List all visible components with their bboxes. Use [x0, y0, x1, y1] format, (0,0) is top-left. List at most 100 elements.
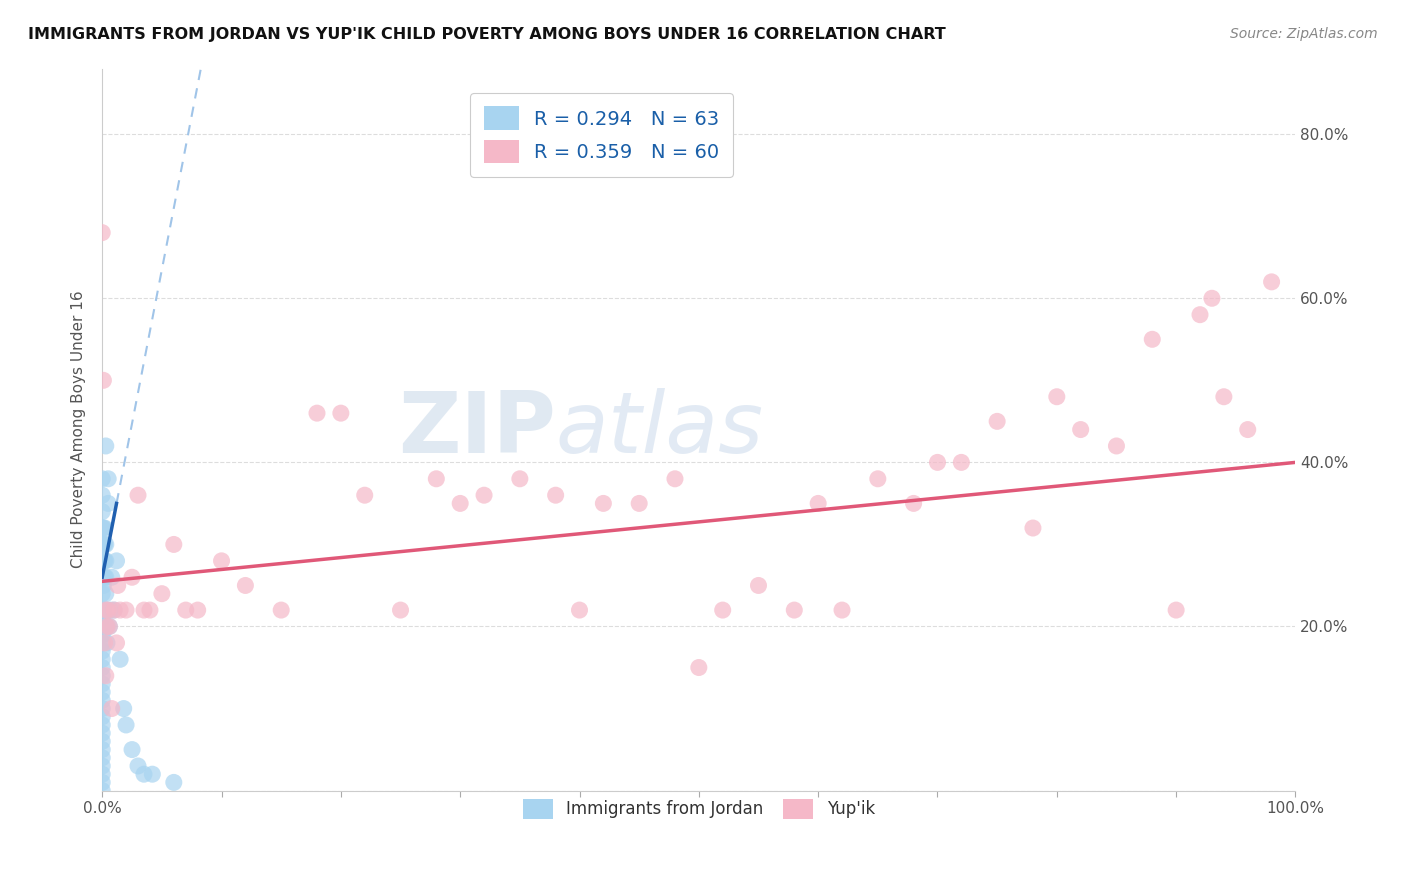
Point [108, 603, 131, 617]
Point [93, 554, 115, 568]
Point [132, 767, 155, 781]
Point [91, 685, 114, 699]
Point [91, 783, 114, 797]
Point [163, 537, 186, 551]
Point [305, 406, 328, 420]
Point [103, 603, 125, 617]
Point [1142, 332, 1164, 346]
Point [1022, 521, 1045, 535]
Point [96, 636, 118, 650]
Point [97, 496, 120, 510]
Point [1212, 390, 1234, 404]
Point [94, 603, 117, 617]
Point [96, 619, 118, 633]
Point [1260, 275, 1282, 289]
Point [211, 554, 233, 568]
Point [132, 603, 155, 617]
Point [91, 587, 114, 601]
Point [91, 759, 114, 773]
Legend: Immigrants from Jordan, Yup'ik: Immigrants from Jordan, Yup'ik [516, 792, 882, 826]
Text: Source: ZipAtlas.com: Source: ZipAtlas.com [1230, 27, 1378, 41]
Point [91, 505, 114, 519]
Point [115, 603, 138, 617]
Point [112, 701, 135, 715]
Point [1201, 291, 1223, 305]
Point [103, 603, 125, 617]
Point [866, 472, 889, 486]
Point [93, 521, 115, 535]
Point [93, 603, 115, 617]
Point [91, 628, 114, 642]
Point [91, 603, 114, 617]
Text: ZIP: ZIP [398, 388, 555, 471]
Point [1166, 603, 1188, 617]
Point [127, 759, 149, 773]
Point [97, 472, 120, 486]
Point [91, 775, 114, 789]
Point [174, 603, 197, 617]
Point [688, 660, 710, 674]
Point [425, 472, 447, 486]
Point [94, 669, 117, 683]
Point [94, 554, 117, 568]
Point [91, 734, 114, 748]
Point [1188, 308, 1211, 322]
Point [91, 488, 114, 502]
Text: atlas: atlas [555, 388, 763, 471]
Point [91, 226, 114, 240]
Point [783, 603, 806, 617]
Point [91, 751, 114, 765]
Point [98, 619, 121, 633]
Point [986, 414, 1008, 428]
Point [568, 603, 591, 617]
Point [1070, 423, 1092, 437]
Point [509, 472, 531, 486]
Point [270, 603, 292, 617]
Point [108, 652, 131, 666]
Point [127, 488, 149, 502]
Point [94, 537, 117, 551]
Point [831, 603, 853, 617]
Y-axis label: Child Poverty Among Boys Under 16: Child Poverty Among Boys Under 16 [72, 291, 86, 568]
Point [91, 710, 114, 724]
Point [544, 488, 567, 502]
Point [389, 603, 412, 617]
Point [100, 603, 122, 617]
Point [96, 603, 118, 617]
Point [93, 636, 115, 650]
Point [807, 496, 830, 510]
Point [105, 636, 128, 650]
Point [91, 644, 114, 658]
Point [187, 603, 209, 617]
Point [91, 718, 114, 732]
Point [91, 767, 114, 781]
Point [91, 554, 114, 568]
Point [98, 619, 121, 633]
Point [91, 742, 114, 756]
Point [628, 496, 651, 510]
Point [91, 726, 114, 740]
Point [91, 636, 114, 650]
Point [93, 537, 115, 551]
Point [711, 603, 734, 617]
Point [1105, 439, 1128, 453]
Point [91, 701, 114, 715]
Point [93, 570, 115, 584]
Point [150, 587, 173, 601]
Point [93, 554, 115, 568]
Point [105, 554, 128, 568]
Point [91, 677, 114, 691]
Point [91, 537, 114, 551]
Point [235, 578, 257, 592]
Point [94, 587, 117, 601]
Point [93, 373, 115, 387]
Point [747, 578, 769, 592]
Text: IMMIGRANTS FROM JORDAN VS YUP'IK CHILD POVERTY AMONG BOYS UNDER 16 CORRELATION C: IMMIGRANTS FROM JORDAN VS YUP'IK CHILD P… [28, 27, 946, 42]
Point [93, 578, 115, 592]
Point [91, 521, 114, 535]
Point [91, 693, 114, 707]
Point [97, 603, 120, 617]
Point [100, 570, 122, 584]
Point [94, 570, 117, 584]
Point [121, 570, 143, 584]
